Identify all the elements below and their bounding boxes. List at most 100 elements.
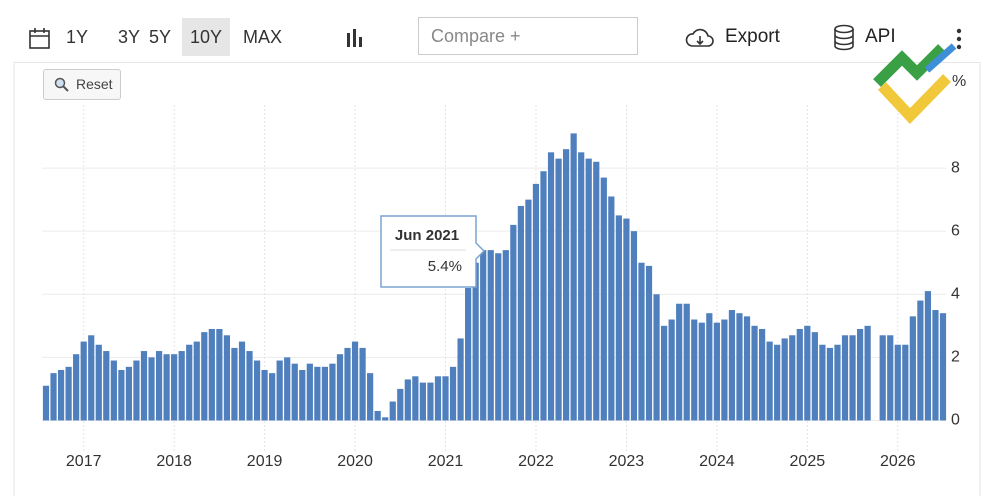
tooltip-box — [380, 215, 486, 288]
bar — [570, 133, 577, 421]
bar — [909, 316, 916, 421]
bar — [449, 366, 457, 421]
bar — [894, 344, 901, 421]
bar — [532, 183, 540, 421]
bar — [774, 344, 781, 421]
bar — [321, 366, 328, 421]
bar — [495, 253, 502, 421]
bar — [480, 250, 487, 421]
bar — [163, 354, 170, 421]
bar — [766, 341, 773, 421]
bar — [389, 401, 396, 421]
range-button[interactable]: 5Y — [149, 27, 172, 47]
range-button[interactable]: 3Y — [118, 27, 141, 47]
bar — [110, 360, 117, 421]
bar — [465, 287, 472, 421]
bar — [864, 325, 871, 421]
export-button[interactable]: Export — [725, 26, 780, 47]
bar — [517, 205, 524, 421]
bar — [902, 344, 909, 421]
calendar-icon[interactable] — [28, 27, 52, 51]
bar — [834, 344, 841, 421]
y-tick-label: 4 — [951, 285, 960, 302]
bar — [314, 366, 321, 421]
bar — [336, 354, 344, 421]
bar — [841, 335, 849, 421]
range-button[interactable]: 1Y — [66, 27, 89, 47]
bar — [118, 369, 125, 421]
bar — [276, 360, 283, 421]
bar — [563, 149, 570, 421]
bar — [796, 328, 803, 421]
x-tick-label: 2023 — [609, 453, 645, 470]
bar — [291, 363, 298, 421]
x-tick-label: 2026 — [880, 453, 916, 470]
compare-input[interactable]: Compare + — [418, 17, 638, 55]
bar — [804, 325, 811, 421]
bar — [133, 360, 140, 421]
bar — [887, 335, 894, 421]
bar — [457, 338, 464, 421]
bar — [201, 332, 208, 421]
bar — [434, 376, 442, 421]
bar — [540, 171, 547, 421]
reset-button[interactable]: Reset — [43, 69, 121, 100]
bar — [231, 347, 238, 421]
bar — [367, 373, 374, 421]
reset-label[interactable]: Reset — [76, 76, 113, 92]
api-button[interactable]: API — [865, 26, 896, 47]
bar — [661, 325, 668, 421]
bar — [691, 319, 698, 421]
bar — [442, 376, 449, 421]
bar — [743, 316, 751, 421]
range-button[interactable]: MAX — [243, 27, 283, 47]
bar — [269, 373, 276, 421]
bar — [351, 341, 359, 421]
zoom-icon — [54, 77, 69, 92]
export-icon[interactable] — [685, 27, 715, 51]
x-tick-label: 2025 — [790, 453, 826, 470]
bar — [645, 265, 653, 421]
api-icon[interactable] — [832, 24, 856, 52]
logo — [873, 43, 957, 124]
x-tick-label: 2018 — [156, 453, 192, 470]
chart-type-icon[interactable] — [344, 27, 366, 49]
bar — [472, 262, 479, 421]
tooltip: Jun 2021 5.4% — [380, 215, 486, 288]
bar — [397, 388, 404, 421]
bar — [789, 335, 796, 421]
menu-icon[interactable] — [954, 26, 964, 52]
bar — [374, 410, 381, 421]
bar — [728, 310, 736, 421]
bar — [57, 369, 65, 421]
bar — [826, 347, 834, 421]
bar — [630, 231, 638, 421]
range-button[interactable]: 10Y — [182, 18, 231, 56]
bar — [65, 366, 72, 421]
bar — [600, 177, 607, 421]
bar — [186, 344, 193, 421]
bar — [103, 351, 110, 421]
bar — [178, 351, 185, 421]
bar — [155, 351, 163, 421]
bar — [713, 322, 720, 421]
bar — [216, 328, 223, 421]
bar — [683, 303, 690, 421]
bar — [819, 344, 826, 421]
bar — [676, 303, 683, 421]
bar — [856, 328, 864, 421]
bar — [555, 158, 562, 421]
bar — [585, 158, 592, 421]
bar — [487, 250, 494, 421]
bar — [404, 379, 411, 421]
bar — [42, 385, 50, 421]
bar — [668, 319, 675, 421]
bar — [246, 351, 253, 421]
bar — [502, 250, 509, 421]
bar — [924, 291, 932, 421]
toolbar: 1Y 3Y 5Y 10Y MAX Compare + Export API — [14, 14, 980, 63]
bar — [811, 332, 818, 421]
bar — [849, 335, 856, 421]
